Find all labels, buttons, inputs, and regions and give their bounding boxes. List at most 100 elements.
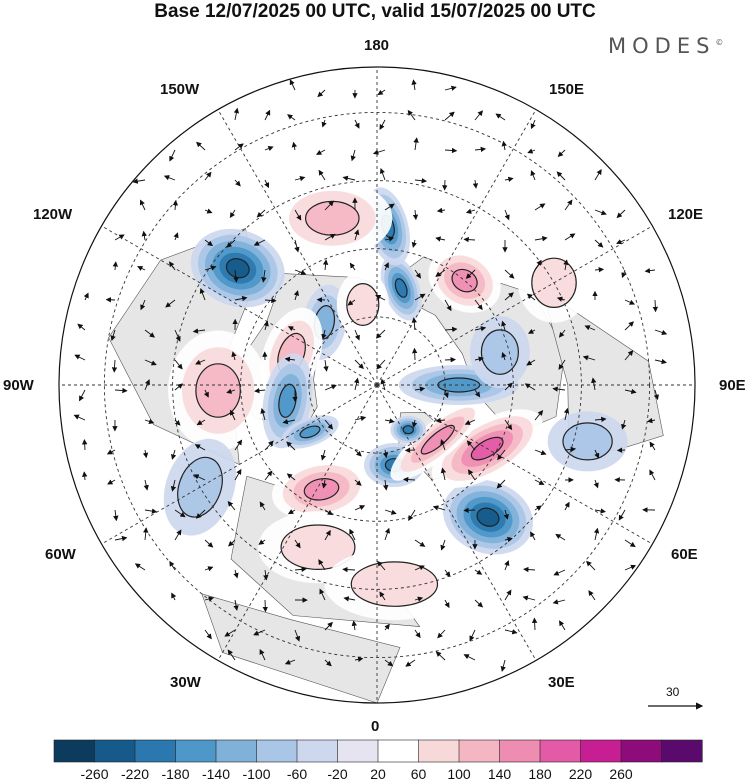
wind-vector [552,599,566,605]
wind-vector [263,320,269,331]
wind-vector [522,595,536,601]
anomaly-center-3 [272,180,393,257]
wind-vector [193,474,206,481]
wind-vector [380,378,386,391]
colorbar-swatch-13 [580,739,622,763]
wind-vector [504,589,512,601]
wind-vector [526,293,536,301]
wind-vector [324,384,337,391]
wind-vector [163,175,176,181]
wind-vector [556,171,566,181]
lon-label-150e: 150E [549,81,585,98]
wind-vector [203,389,209,398]
wind-vector [534,203,546,211]
meridian-330 [376,384,537,661]
colorbar-tick-label: -180 [161,766,190,782]
wind-vector [168,261,176,271]
anomaly-center-8 [168,330,269,451]
wind-vector [411,419,418,428]
wind-vector [324,419,334,430]
anomaly-center-4 [190,228,285,308]
wind-vector [320,449,327,461]
colorbar-swatch-15 [661,739,703,763]
colorbar-swatch-0 [53,739,96,763]
wind-vector [260,408,266,421]
wind-vector [624,350,634,361]
wind-vector [647,417,656,424]
wind-vector [111,359,118,373]
wind-vector [113,509,119,522]
wind-vector [319,588,326,601]
meridian-60 [101,384,378,545]
wind-vector [501,320,507,331]
wind-vector [379,119,386,130]
wind-vector [349,262,356,271]
wind-vector [264,179,270,189]
wind-vector [375,329,386,339]
wind-vector [324,659,332,667]
wind-vector [474,389,481,398]
wind-vector [324,200,334,211]
colorbar-swatch-6 [296,739,339,763]
wind-vector [582,355,596,361]
wind-vector [474,569,483,575]
lon-label-120w: 120W [33,206,73,223]
colorbar-tick-label: 180 [528,766,552,782]
wind-vector [354,119,360,129]
wind-vector [261,269,267,283]
wind-vector [526,359,536,366]
wind-vector [256,209,266,218]
wind-vector [226,239,236,248]
wind-vector [463,654,476,661]
wind-vector [384,236,395,242]
wind-vector [253,629,266,636]
wind-vector [144,418,155,424]
anomaly-center-10 [281,415,339,449]
wind-vector [234,143,244,151]
wind-vector [372,149,386,155]
colorbar-swatch-7 [337,739,379,763]
wind-vector [616,239,626,245]
wind-vector [253,239,266,246]
wind-vector [594,416,607,423]
wind-vector [139,199,146,211]
wind-vector [624,299,636,305]
wind-vector [294,629,301,642]
wind-vector [382,449,389,459]
wind-vector [141,230,148,241]
wind-vector [552,386,566,392]
wind-vector [293,290,299,301]
wind-vector [286,473,296,481]
colorbar-tick-label: 220 [568,766,593,782]
wind-vector [114,234,125,241]
wind-vector [384,509,397,515]
wind-vector [586,560,596,571]
wind-vector [411,79,417,91]
wind-vector [654,329,668,335]
wind-vector [474,326,487,332]
wind-vector [324,509,334,516]
wind-vector [284,659,296,665]
wind-vector [414,178,427,184]
meridian-210 [376,109,537,386]
wind-vector [354,656,364,663]
anomaly-center-16 [443,479,533,555]
wind-vector [174,509,186,518]
wind-vector [137,266,146,271]
colorbar [53,739,703,763]
colorbar-swatch-12 [539,739,582,763]
wind-vector [264,440,274,451]
wind-vector [413,137,419,151]
wind-vector [143,527,149,541]
wind-vectors [73,79,668,672]
wind-vector [174,529,182,541]
wind-vector [204,629,212,640]
colorbar-swatch-8 [377,739,420,763]
wind-vector [377,89,386,96]
height-anomaly-field [163,180,628,621]
wind-vector [171,592,177,601]
wind-vector [411,239,417,248]
wind-vector [414,293,426,301]
wind-vector [204,239,214,247]
wind-vector [354,229,360,241]
